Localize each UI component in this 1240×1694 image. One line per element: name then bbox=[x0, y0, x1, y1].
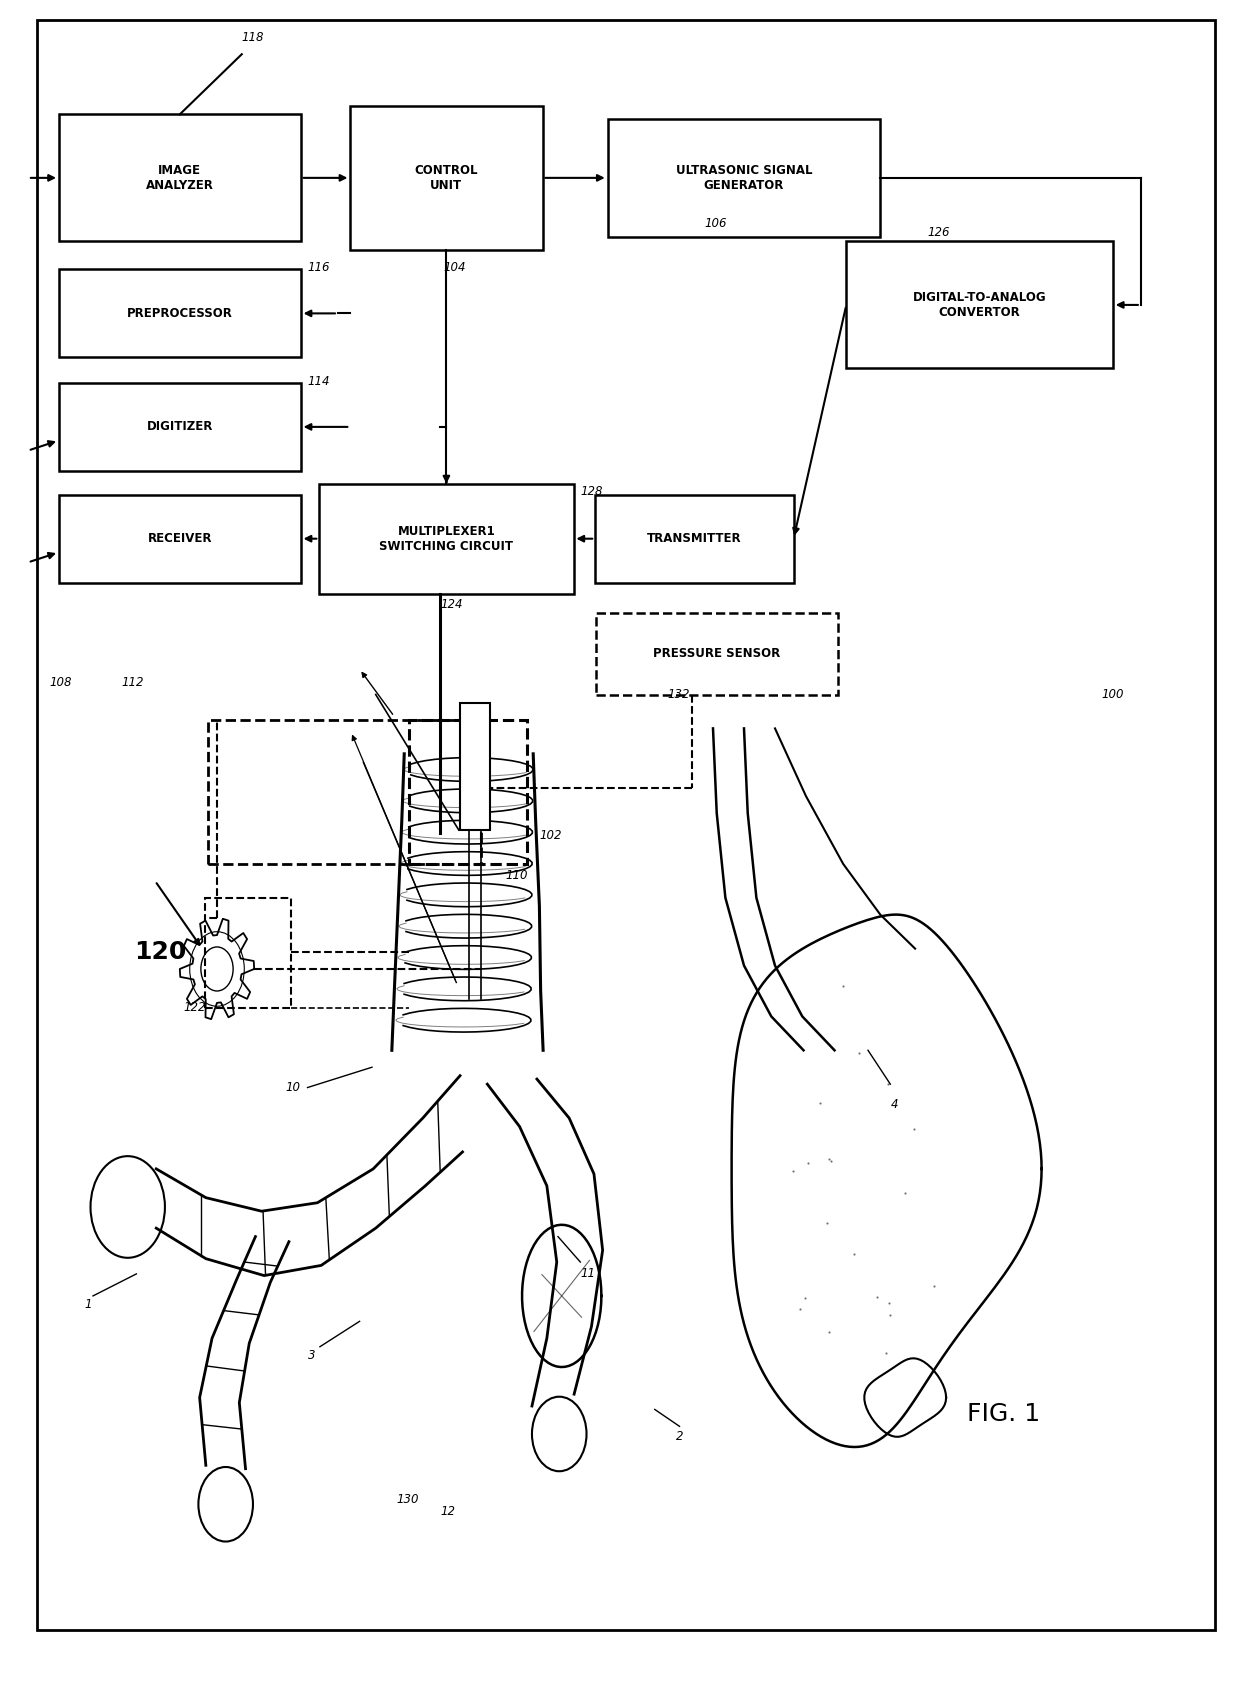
Text: 122: 122 bbox=[184, 1001, 206, 1015]
Text: ULTRASONIC SIGNAL
GENERATOR: ULTRASONIC SIGNAL GENERATOR bbox=[676, 164, 812, 191]
Text: MULTIPLEXER1
SWITCHING CIRCUIT: MULTIPLEXER1 SWITCHING CIRCUIT bbox=[379, 525, 513, 552]
Text: 126: 126 bbox=[928, 225, 950, 239]
Text: 130: 130 bbox=[397, 1492, 419, 1506]
Text: 132: 132 bbox=[667, 688, 689, 701]
Text: 120: 120 bbox=[134, 940, 186, 964]
Bar bbox=[608, 119, 880, 237]
Text: 2: 2 bbox=[676, 1430, 683, 1443]
Bar bbox=[205, 898, 291, 1008]
Text: 3: 3 bbox=[308, 1348, 315, 1362]
Text: RECEIVER: RECEIVER bbox=[148, 532, 212, 545]
Circle shape bbox=[190, 932, 244, 1006]
Text: 102: 102 bbox=[539, 828, 562, 842]
Text: CONTROL
UNIT: CONTROL UNIT bbox=[414, 164, 479, 191]
Text: 116: 116 bbox=[308, 261, 330, 274]
Bar bbox=[595, 495, 794, 583]
Text: 118: 118 bbox=[242, 30, 264, 44]
Text: 4: 4 bbox=[890, 1098, 898, 1111]
Text: 10: 10 bbox=[285, 1081, 300, 1094]
Bar bbox=[320, 483, 573, 593]
Bar bbox=[460, 703, 490, 830]
Text: DIGITIZER: DIGITIZER bbox=[146, 420, 213, 434]
Text: 100: 100 bbox=[1101, 688, 1123, 701]
Text: 12: 12 bbox=[440, 1504, 455, 1518]
Bar bbox=[58, 115, 300, 242]
Bar bbox=[58, 269, 300, 357]
Text: 112: 112 bbox=[122, 676, 144, 689]
Bar bbox=[409, 720, 527, 864]
Text: 11: 11 bbox=[580, 1267, 595, 1281]
Text: 1: 1 bbox=[84, 1298, 92, 1311]
Text: 114: 114 bbox=[308, 374, 330, 388]
Text: 124: 124 bbox=[440, 598, 463, 612]
Bar bbox=[58, 495, 300, 583]
Text: 110: 110 bbox=[506, 869, 528, 883]
Text: 128: 128 bbox=[580, 484, 603, 498]
Text: 106: 106 bbox=[704, 217, 727, 230]
Text: 104: 104 bbox=[444, 261, 466, 274]
Text: PREPROCESSOR: PREPROCESSOR bbox=[126, 307, 233, 320]
Bar bbox=[846, 242, 1112, 369]
Bar bbox=[350, 105, 543, 251]
Text: TRANSMITTER: TRANSMITTER bbox=[647, 532, 742, 545]
Text: IMAGE
ANALYZER: IMAGE ANALYZER bbox=[146, 164, 213, 191]
Text: 108: 108 bbox=[50, 676, 72, 689]
Text: FIG. 1: FIG. 1 bbox=[967, 1403, 1040, 1426]
Bar bbox=[595, 613, 838, 695]
Text: DIGITAL-TO-ANALOG
CONVERTOR: DIGITAL-TO-ANALOG CONVERTOR bbox=[913, 291, 1047, 318]
Bar bbox=[58, 383, 300, 471]
Text: PRESSURE SENSOR: PRESSURE SENSOR bbox=[653, 647, 780, 661]
Bar bbox=[208, 720, 481, 864]
